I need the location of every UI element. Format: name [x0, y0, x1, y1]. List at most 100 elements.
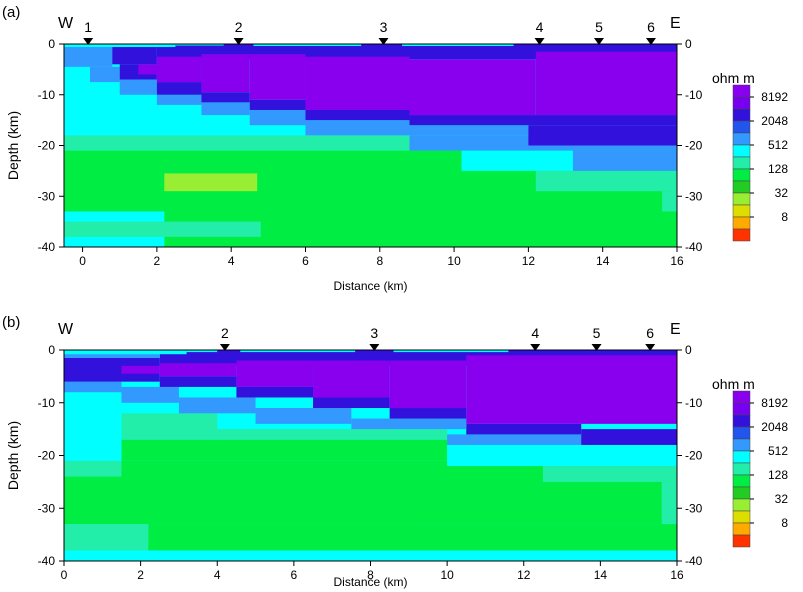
resistivity-cell: [64, 350, 187, 355]
legend-label: 128: [768, 162, 788, 176]
resistivity-cell: [528, 125, 677, 146]
x-tick-label: 0: [79, 254, 86, 268]
legend-swatch: [732, 402, 751, 416]
station-marker-icon: [593, 38, 604, 45]
resistivity-cell: [409, 125, 529, 136]
resistivity-cell: [662, 191, 677, 212]
resistivity-cell: [90, 66, 120, 83]
y-tick-label-right: 0: [685, 37, 692, 51]
west-label: W: [58, 15, 74, 32]
legend-swatch: [732, 510, 751, 524]
west-label: W: [58, 321, 74, 338]
x-axis-title: Distance (km): [333, 279, 407, 293]
legend-swatch: [732, 120, 751, 134]
station-marker-icon: [645, 38, 656, 45]
y-tick-label-left: -40: [38, 240, 56, 254]
x-tick-label: 4: [214, 568, 221, 582]
legend-swatch: [732, 486, 751, 500]
x-tick-label: 2: [137, 568, 144, 582]
x-tick-label: 8: [376, 254, 383, 268]
x-tick-label: 12: [517, 568, 531, 582]
resistivity-cell: [121, 413, 218, 440]
resistivity-cell: [121, 460, 543, 477]
x-tick-label: 8: [367, 568, 374, 582]
resistivity-cell: [156, 82, 202, 95]
resistivity-cell: [201, 54, 250, 93]
y-tick-label-left: -40: [38, 554, 56, 568]
resistivity-cell: [121, 439, 448, 461]
resistivity-cell: [119, 79, 157, 95]
resistivity-cell: [313, 397, 390, 409]
resistivity-cell: [138, 64, 157, 75]
resistivity-cell: [466, 355, 677, 424]
legend-label: 512: [768, 444, 788, 458]
resistivity-cell: [393, 350, 509, 353]
y-tick-label-left: -30: [38, 189, 56, 203]
resistivity-cell: [64, 357, 160, 382]
station-label: 4: [536, 19, 544, 35]
legend-swatch: [732, 498, 751, 512]
resistivity-cell: [64, 44, 176, 48]
legend-swatch: [732, 204, 751, 218]
station-marker-icon: [83, 38, 94, 45]
legend-swatch: [732, 534, 751, 548]
resistivity-cell: [389, 408, 467, 419]
panel-b: 0 2 4 6 8 10 12 14 16 0 0 -10 -10 -20 -20 -30 -30 -40 -40 D…: [2, 314, 788, 589]
legend-swatch: [732, 132, 751, 146]
resistivity-cell: [260, 221, 492, 237]
resistivity-cell: [148, 524, 678, 551]
y-tick-label-right: -10: [685, 396, 703, 410]
station-marker-icon: [534, 38, 545, 45]
x-tick-label: 12: [522, 254, 536, 268]
y-tick-label-right: -20: [685, 139, 703, 153]
legend-swatch: [732, 390, 751, 404]
resistivity-cell: [572, 150, 677, 171]
legend-label: 128: [768, 468, 788, 482]
x-tick-label: 16: [670, 568, 684, 582]
resistivity-cell: [64, 460, 122, 477]
legend-swatch: [732, 426, 751, 440]
legend-label: 2048: [761, 420, 788, 434]
y-tick-label-right: -40: [685, 554, 703, 568]
resistivity-cell: [121, 386, 179, 403]
legend-swatch: [732, 96, 751, 110]
y-tick-label-left: -20: [38, 139, 56, 153]
y-tick-label-left: 0: [48, 343, 55, 357]
station-marker-icon: [591, 344, 602, 351]
resistivity-cell: [64, 135, 410, 151]
y-tick-label-right: -30: [685, 501, 703, 515]
legend-label: 32: [775, 186, 789, 200]
resistivity-cell: [159, 376, 237, 387]
legend-label: 8192: [761, 90, 788, 104]
legend-label: 8192: [761, 396, 788, 410]
resistivity-cell: [389, 360, 467, 409]
east-label: E: [670, 321, 681, 338]
resistivity-cell: [542, 466, 677, 482]
y-tick-label-left: -30: [38, 501, 56, 515]
resistivity-cell: [409, 115, 677, 126]
y-tick-label-left: -10: [38, 396, 56, 410]
legend-swatch: [732, 156, 751, 170]
resistivity-cell: [175, 44, 224, 46]
legend-swatch: [732, 438, 751, 452]
x-tick-label: 6: [302, 254, 309, 268]
y-tick-label-right: 0: [685, 343, 692, 357]
legend-swatch: [732, 144, 751, 158]
resistivity-cell: [112, 44, 157, 65]
resistivity-cell: [461, 150, 573, 171]
resistivity-cell: [64, 402, 122, 461]
legend-swatch: [732, 216, 751, 230]
station-label: 2: [235, 19, 243, 35]
panel-label: (b): [2, 314, 20, 331]
resistivity-cell: [313, 360, 390, 398]
legend-swatch: [732, 474, 751, 488]
x-tick-label: 16: [670, 254, 684, 268]
station-label: 5: [593, 325, 601, 341]
resistivity-cell: [159, 363, 237, 377]
legend-swatch: [732, 168, 751, 182]
y-tick-label-left: 0: [48, 37, 55, 51]
x-tick-label: 6: [291, 568, 298, 582]
panel-label: (a): [2, 4, 20, 21]
station-label: 3: [370, 325, 378, 341]
resistivity-cell: [447, 434, 582, 445]
